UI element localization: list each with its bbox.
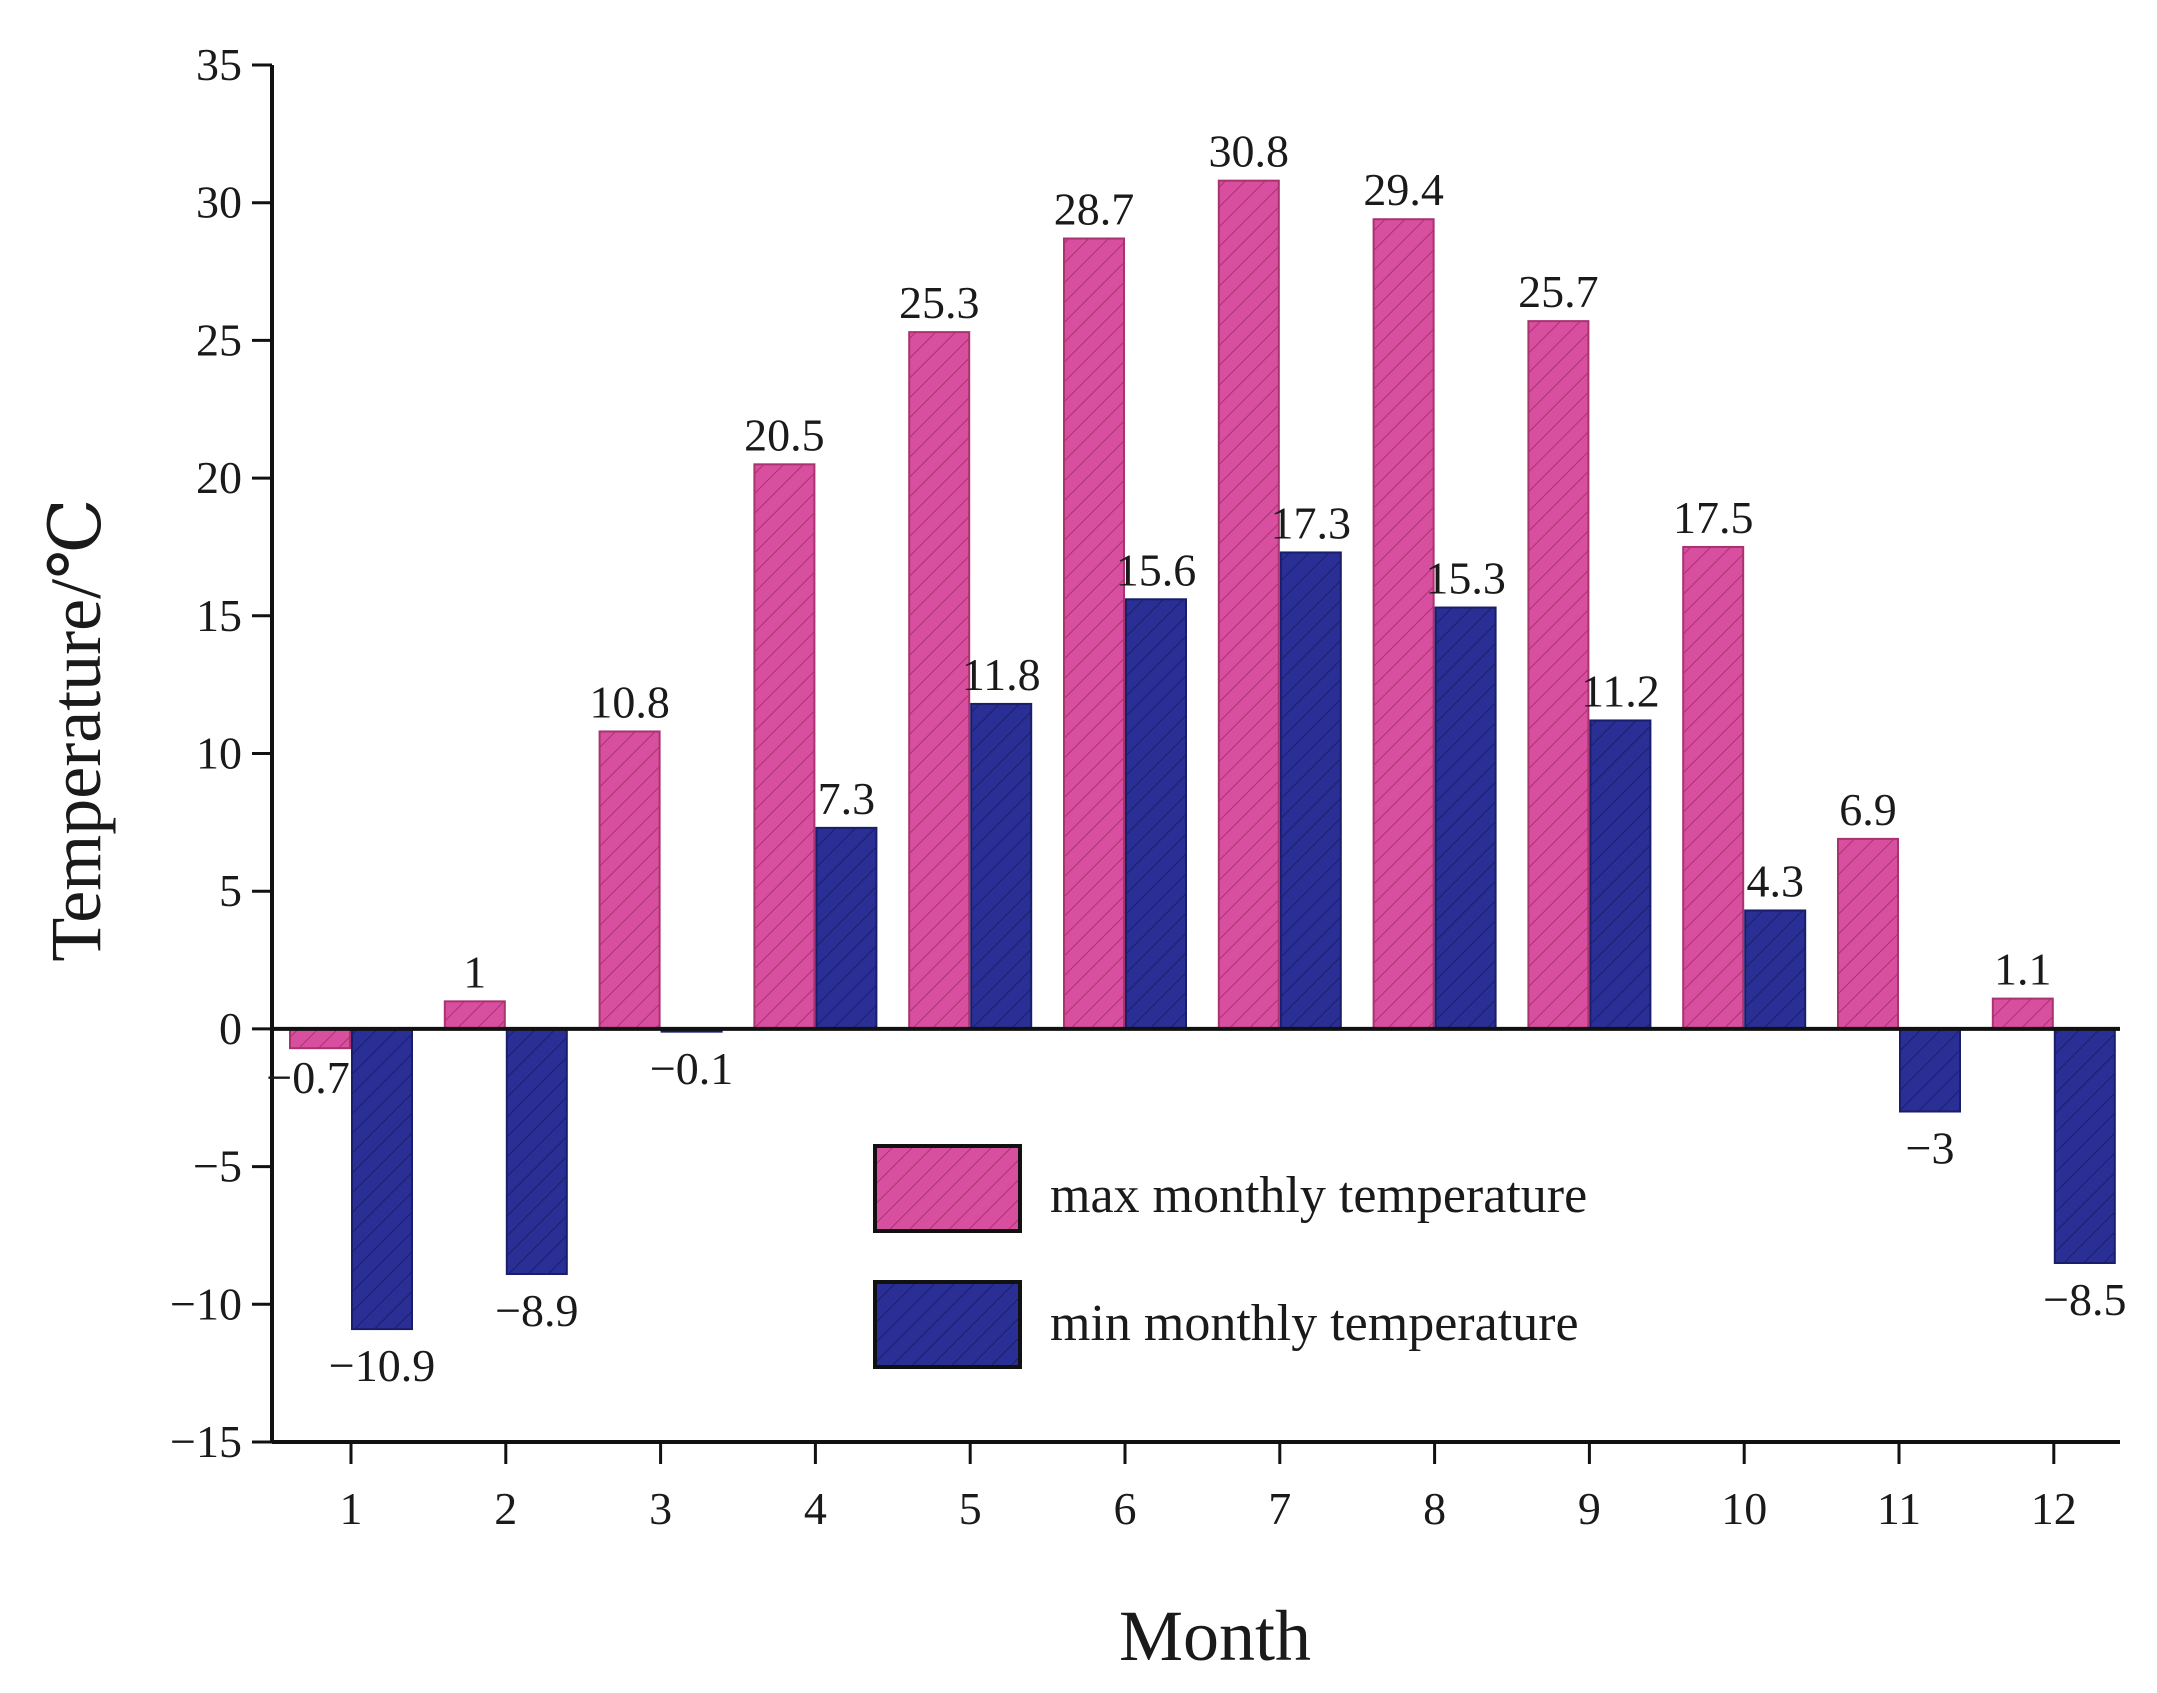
y-tick-label: 35	[196, 39, 242, 90]
bar-min-month-8	[1434, 606, 1497, 1030]
data-label-max-month-12: 1.1	[1994, 944, 2052, 995]
bar-min-month-9	[1589, 719, 1652, 1030]
x-tick-label: 5	[959, 1483, 982, 1534]
x-axis-title: Month	[1119, 1596, 1311, 1676]
x-tick-label: 9	[1578, 1483, 1601, 1534]
bar-max-month-9	[1527, 320, 1590, 1030]
data-label-max-month-2: 1	[463, 946, 486, 997]
y-axis-title: Temperature/℃	[36, 498, 116, 961]
data-label-min-month-10: 4.3	[1746, 855, 1804, 906]
x-tick-label: 12	[2031, 1483, 2077, 1534]
data-label-min-month-4: 7.3	[818, 773, 876, 824]
data-label-min-month-11: −3	[1906, 1123, 1955, 1174]
bar-max-month-11	[1837, 837, 1899, 1030]
x-tick-label: 3	[649, 1483, 672, 1534]
legend-label-min: min monthly temperature	[1050, 1295, 1579, 1352]
data-label-max-month-5: 25.3	[899, 277, 980, 328]
data-label-max-month-4: 20.5	[744, 409, 825, 460]
bar-max-month-7	[1217, 179, 1280, 1030]
data-label-max-month-3: 10.8	[589, 676, 670, 727]
data-label-min-month-2: −8.9	[495, 1285, 578, 1336]
data-label-max-month-1: −0.7	[266, 1052, 349, 1103]
bar-min-month-6	[1125, 598, 1187, 1030]
x-tick-label: 1	[340, 1483, 363, 1534]
legend: max monthly temperature min monthly temp…	[873, 1144, 1587, 1369]
data-label-min-month-6: 15.6	[1116, 544, 1197, 595]
x-tick-label: 8	[1423, 1483, 1446, 1534]
bar-min-month-4	[815, 826, 878, 1030]
legend-swatch-min	[873, 1280, 1022, 1369]
data-label-min-month-8: 15.3	[1425, 553, 1506, 604]
bar-max-month-12	[1991, 997, 2054, 1030]
data-label-max-month-9: 25.7	[1518, 266, 1599, 317]
data-label-min-month-1: −10.9	[329, 1340, 435, 1391]
bar-max-month-1	[289, 1027, 351, 1050]
data-label-min-month-5: 11.8	[962, 649, 1041, 700]
y-tick-label: 15	[196, 590, 242, 641]
bar-max-month-8	[1372, 218, 1435, 1030]
data-label-max-month-8: 29.4	[1363, 164, 1444, 215]
bar-max-month-5	[908, 331, 971, 1030]
bar-min-month-10	[1744, 909, 1807, 1030]
data-label-min-month-12: −8.5	[2043, 1274, 2126, 1325]
data-label-min-month-3: −0.1	[650, 1043, 733, 1094]
bar-max-month-3	[598, 730, 661, 1030]
y-tick-label: 30	[196, 177, 242, 228]
bar-max-month-4	[753, 463, 816, 1030]
x-tick-label: 10	[1721, 1483, 1767, 1534]
bar-min-month-11	[1899, 1027, 1961, 1113]
legend-swatch-max	[873, 1144, 1022, 1233]
data-label-max-month-11: 6.9	[1839, 784, 1897, 835]
data-label-max-month-6: 28.7	[1054, 184, 1135, 235]
data-label-max-month-10: 17.5	[1673, 492, 1754, 543]
y-tick-label: 10	[196, 728, 242, 779]
y-tick-label: −5	[193, 1141, 242, 1192]
x-tick-label: 11	[1877, 1483, 1921, 1534]
x-tick-label: 6	[1114, 1483, 1137, 1534]
y-tick-label: 20	[196, 452, 242, 503]
bar-min-month-2	[505, 1027, 568, 1276]
data-label-min-month-7: 17.3	[1271, 497, 1352, 548]
bar-max-month-10	[1682, 545, 1745, 1030]
bar-min-month-5	[970, 702, 1033, 1030]
data-label-min-month-9: 11.2	[1581, 665, 1660, 716]
y-tick-label: −10	[170, 1278, 242, 1329]
y-tick-label: 25	[196, 314, 242, 365]
bar-min-month-12	[2053, 1027, 2116, 1264]
bar-max-month-6	[1063, 237, 1125, 1030]
legend-label-max: max monthly temperature	[1050, 1167, 1587, 1224]
x-tick-label: 4	[804, 1483, 827, 1534]
data-label-max-month-7: 30.8	[1209, 126, 1290, 177]
y-tick-label: −15	[170, 1416, 242, 1467]
bar-max-month-2	[443, 1000, 506, 1030]
y-tick-label: 5	[219, 865, 242, 916]
bar-min-month-7	[1279, 551, 1342, 1030]
x-tick-label: 2	[494, 1483, 517, 1534]
bar-min-month-1	[351, 1027, 413, 1331]
y-tick-label: 0	[219, 1003, 242, 1054]
x-tick-label: 7	[1268, 1483, 1291, 1534]
